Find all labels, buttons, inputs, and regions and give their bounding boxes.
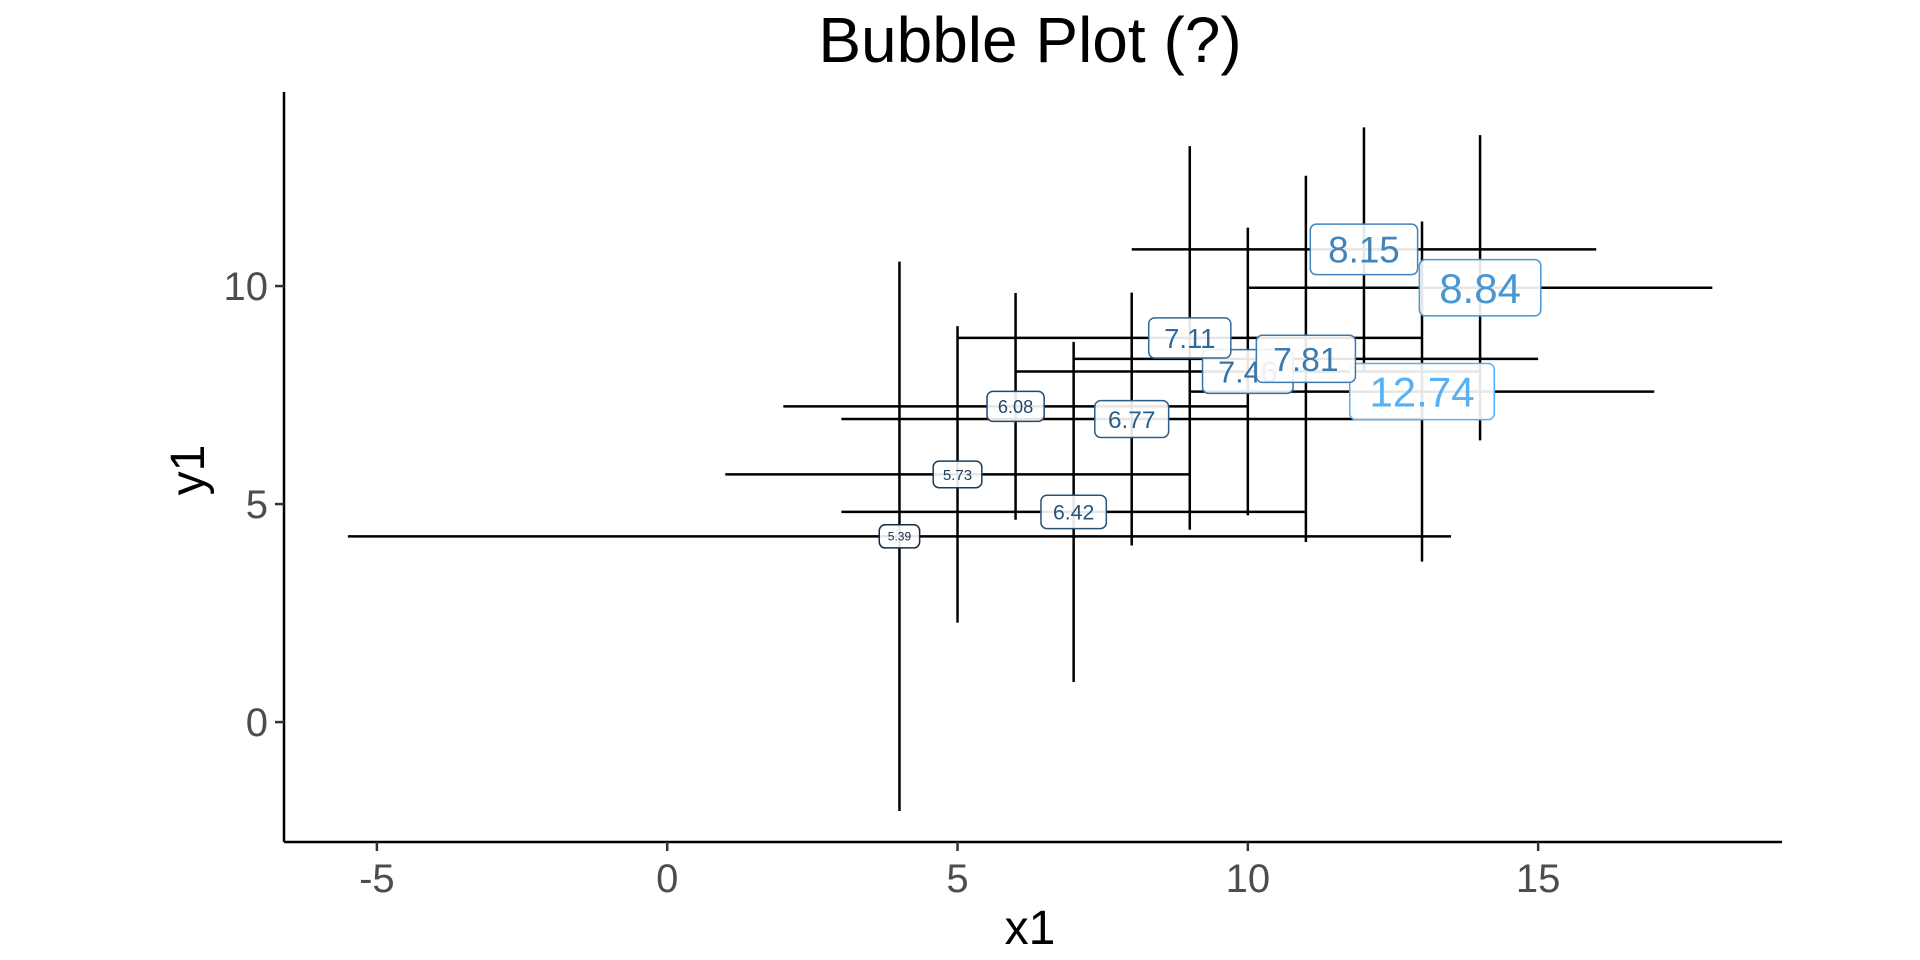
point-label: 12.74 <box>1349 362 1496 421</box>
x-axis-ticks: -5 0 5 10 15 <box>359 842 1560 901</box>
point-label: 7.81 <box>1255 334 1357 384</box>
point-label: 6.08 <box>986 390 1045 423</box>
x-tick-label: 10 <box>1226 857 1271 901</box>
x-tick-label: 5 <box>946 857 968 901</box>
label-box <box>878 523 921 549</box>
y-tick-label: 5 <box>246 483 268 527</box>
label-box <box>1147 317 1232 359</box>
label-text: 8.15 <box>1328 230 1400 271</box>
label-box <box>1255 334 1357 384</box>
label-text: 6.77 <box>1108 407 1155 434</box>
y-tick-label: 10 <box>224 265 269 309</box>
label-box <box>1349 362 1496 421</box>
y-axis-ticks: 0 5 10 <box>224 265 284 745</box>
y-axis-title: y1 <box>162 445 215 496</box>
label-box <box>1094 399 1170 439</box>
point-label: 5.73 <box>932 460 983 489</box>
label-box <box>1418 258 1542 317</box>
point-labels: 7.466.7712.747.117.818.846.085.398.156.4… <box>878 223 1542 549</box>
label-text: 7.81 <box>1273 341 1339 379</box>
label-text: 7.11 <box>1164 323 1215 354</box>
label-text: 5.73 <box>943 467 972 484</box>
label-text: 8.84 <box>1439 265 1521 312</box>
chart-title: Bubble Plot (?) <box>818 4 1241 76</box>
label-box <box>1309 223 1419 276</box>
label-text: 6.08 <box>998 397 1033 417</box>
y-tick-label: 0 <box>246 701 268 745</box>
label-box <box>986 390 1045 423</box>
x-tick-label: 0 <box>656 857 678 901</box>
point-label: 6.42 <box>1040 494 1108 530</box>
label-text: 5.39 <box>888 530 912 544</box>
label-text: 6.42 <box>1053 501 1094 525</box>
point-label: 6.77 <box>1094 399 1170 439</box>
label-box <box>932 460 983 489</box>
point-label: 8.15 <box>1309 223 1419 276</box>
error-bars <box>347 127 1713 812</box>
label-box <box>1040 494 1108 530</box>
point-label: 8.84 <box>1418 258 1542 317</box>
x-tick-label: 15 <box>1516 857 1561 901</box>
label-text: 12.74 <box>1369 369 1474 416</box>
x-tick-label: -5 <box>359 857 395 901</box>
point-label: 5.39 <box>878 523 921 549</box>
point-label: 7.11 <box>1147 317 1232 359</box>
x-axis-title: x1 <box>1005 902 1056 955</box>
